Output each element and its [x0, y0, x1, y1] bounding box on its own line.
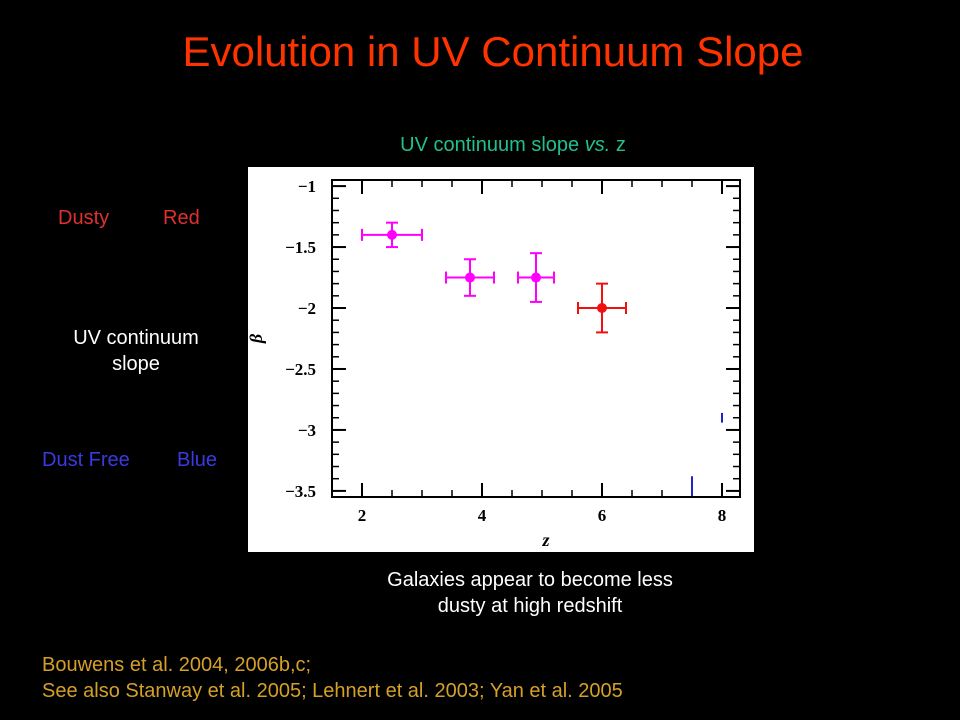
caption-line1: Galaxies appear to become less: [387, 569, 673, 591]
beta-vs-z-plot: −1 −1.5 −2 −2.5 −3 −3.5 2 4 6 8 z β: [248, 167, 754, 552]
reference-line: See also Stanway et al. 2005; Lehnert et…: [42, 680, 623, 702]
y-tick-label: −3.5: [285, 482, 316, 501]
reference-line: Bouwens et al. 2004, 2006b,c;: [42, 654, 312, 676]
data-points: [361, 221, 627, 334]
plot-frame: [331, 179, 741, 498]
point-marker: [465, 272, 475, 283]
plot-heading-vs: vs.: [584, 134, 611, 156]
x-tick-label: 2: [358, 506, 367, 525]
upper-limit-marks: [691, 412, 723, 496]
point-marker: [597, 303, 607, 314]
x-tick-label: 4: [478, 506, 487, 525]
plot-heading: UV continuum slope vs. z: [300, 134, 726, 157]
uv-slope-label-line1: UV continuum: [73, 327, 199, 349]
plot-caption: Galaxies appear to become less dusty at …: [330, 567, 730, 619]
y-tick-label: −1: [298, 177, 316, 196]
plot-heading-z: z: [610, 134, 626, 156]
y-tick-label: −3: [298, 421, 316, 440]
caption-line2: dusty at high redshift: [437, 595, 623, 617]
y-tick-label: −2: [298, 299, 316, 318]
uv-slope-label-line2: slope: [112, 353, 160, 375]
tick-marks: [331, 180, 740, 497]
x-tick-label: 8: [718, 506, 727, 525]
x-tick-labels: 2 4 6 8: [358, 506, 727, 525]
y-tick-labels: −1 −1.5 −2 −2.5 −3 −3.5: [285, 177, 316, 501]
red-label: Red: [163, 207, 200, 229]
dust-free-label: Dust Free: [42, 449, 130, 471]
dusty-label: Dusty: [58, 207, 110, 229]
data-point: [517, 252, 555, 303]
uv-slope-label: UV continuum slope: [46, 325, 226, 377]
references: Bouwens et al. 2004, 2006b,c; See also S…: [42, 652, 623, 704]
data-point: [445, 258, 495, 297]
y-axis-title: β: [248, 333, 266, 344]
point-marker: [531, 272, 541, 283]
y-tick-label: −1.5: [285, 238, 316, 257]
x-tick-label: 6: [598, 506, 607, 525]
slide-title: Evolution in UV Continuum Slope: [182, 28, 804, 75]
point-marker: [387, 229, 397, 240]
data-point: [361, 221, 423, 249]
y-tick-label: −2.5: [285, 360, 316, 379]
x-axis-title: z: [541, 530, 549, 550]
plot-heading-text: UV continuum slope: [400, 134, 585, 156]
chart-svg: −1 −1.5 −2 −2.5 −3 −3.5 2 4 6 8 z β: [248, 177, 741, 550]
blue-label: Blue: [177, 449, 218, 471]
data-point: [577, 282, 627, 334]
